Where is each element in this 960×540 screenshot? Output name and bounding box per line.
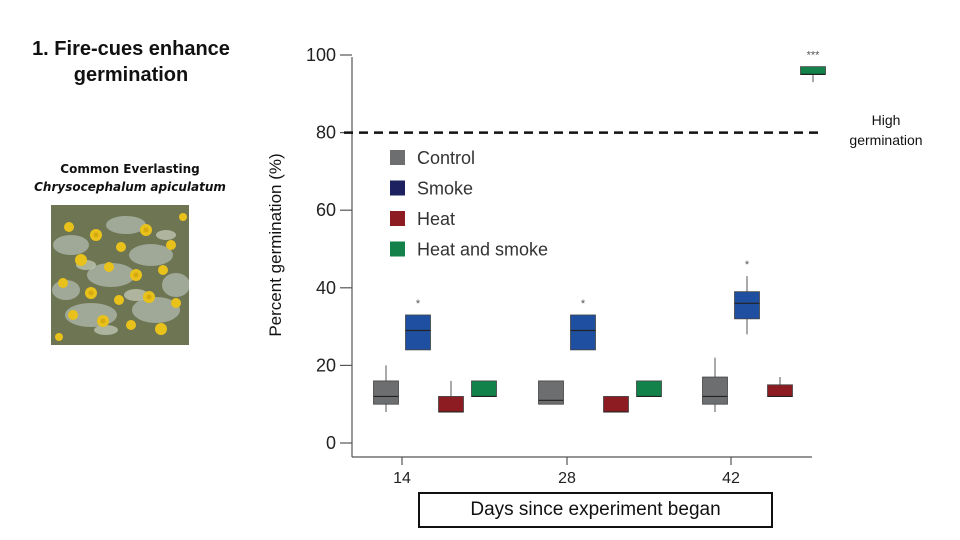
box-control-day-28 [538,380,564,405]
legend-swatch [390,241,405,257]
legend-entry-label: Smoke [417,179,473,199]
box-heat-and-smoke-day-14 [471,380,497,397]
x-axis-title: Days since experiment began [418,492,773,528]
box-control-day-14 [373,380,399,405]
flower-photo-illustration [51,205,189,345]
y-tick-label: 0 [326,433,336,453]
y-tick-label: 80 [316,123,336,143]
high-germination-label: High germination [849,112,923,148]
legend-entry-label: Heat [417,209,455,229]
legend-entry-label: Control [417,148,475,168]
x-tick-label: 14 [393,470,411,487]
species-common-name: Common Everlasting [60,162,200,176]
box-smoke-day-28 [570,314,596,351]
slide-title: 1. Fire-cues enhance germination [32,38,230,86]
box-heat-and-smoke-day-42 [800,66,826,75]
y-tick-label: 60 [316,200,336,220]
x-tick-label: 42 [722,470,740,487]
box-smoke-day-42 [734,291,760,320]
significance-marker: *** [807,50,821,62]
y-tick-label: 20 [316,355,336,375]
x-tick-label: 28 [558,470,576,487]
legend-swatch [390,180,405,196]
species-photo [51,205,189,345]
box-heat-day-42 [767,384,793,397]
significance-marker: * [745,259,750,271]
legend-swatch [390,211,405,226]
significance-marker: * [416,298,421,310]
box-heat-day-14 [438,396,464,413]
box-smoke-day-14 [405,314,431,351]
box-heat-and-smoke-day-28 [636,380,662,397]
y-tick-label: 40 [316,278,336,298]
legend-entry-label: Heat and smoke [417,240,548,260]
y-tick-label: 100 [306,45,336,65]
legend-swatch [390,150,405,165]
significance-marker: * [581,298,586,310]
box-control-day-42 [702,376,728,405]
species-latin-name: Chrysocephalum apiculatum [34,180,226,194]
box-heat-day-28 [603,396,629,413]
